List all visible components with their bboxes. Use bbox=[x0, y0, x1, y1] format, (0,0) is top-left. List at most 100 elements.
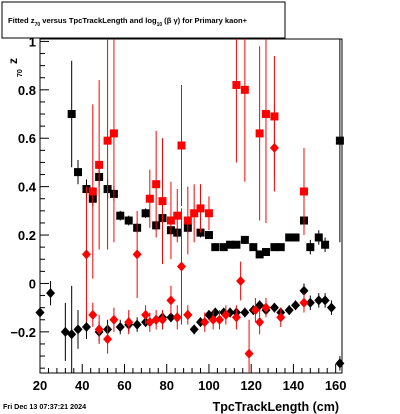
data-point bbox=[226, 240, 235, 249]
plot-frame-layer bbox=[39, 38, 343, 374]
data-point bbox=[46, 288, 56, 299]
y-axis-label: z 70 bbox=[6, 58, 24, 77]
data-point bbox=[141, 309, 151, 320]
y-tick-label: 0.2 bbox=[18, 228, 36, 243]
data-point bbox=[124, 216, 133, 225]
data-point bbox=[73, 324, 83, 335]
title-subscript-1: 70 bbox=[35, 22, 41, 28]
data-point bbox=[255, 129, 264, 138]
data-point bbox=[145, 194, 154, 203]
data-point bbox=[320, 295, 330, 306]
title-subscript-2: 10 bbox=[157, 22, 163, 28]
data-point bbox=[240, 307, 250, 318]
title-frame bbox=[1, 1, 286, 39]
y-tick-label: 0.8 bbox=[18, 83, 36, 98]
y-tick-label: 1 bbox=[29, 34, 36, 49]
y-tick-label: −0.2 bbox=[10, 325, 36, 340]
data-point bbox=[94, 324, 104, 335]
data-point bbox=[176, 261, 186, 272]
x-tick-label: 160 bbox=[325, 378, 347, 393]
data-point bbox=[158, 197, 167, 206]
data-point bbox=[183, 309, 193, 320]
x-tick-label: 20 bbox=[33, 378, 47, 393]
data-point bbox=[270, 243, 279, 252]
series-3 bbox=[81, 104, 309, 373]
data-point bbox=[103, 136, 112, 145]
data-point bbox=[240, 85, 249, 94]
data-point bbox=[326, 302, 336, 313]
data-point bbox=[291, 300, 301, 311]
data-point bbox=[132, 249, 142, 260]
y-tick-label: 0.6 bbox=[18, 131, 36, 146]
data-point bbox=[306, 243, 315, 252]
data-point bbox=[166, 295, 176, 306]
data-point bbox=[151, 314, 161, 325]
data-point bbox=[285, 233, 294, 242]
title-box: Fitted z70 versus TpcTrackLength and log… bbox=[1, 1, 286, 39]
footer-timestamp: Fri Dec 13 07:37:21 2024 bbox=[3, 402, 86, 411]
data-point bbox=[115, 322, 125, 333]
data-point bbox=[95, 160, 104, 169]
data-point bbox=[81, 249, 91, 260]
data-point bbox=[255, 250, 264, 259]
data-point bbox=[215, 314, 225, 325]
data-point bbox=[305, 297, 315, 308]
data-point bbox=[219, 243, 228, 252]
data-point bbox=[249, 243, 258, 252]
y-tick-label: 0.4 bbox=[18, 180, 37, 195]
data-point bbox=[231, 312, 241, 323]
data-point bbox=[276, 312, 286, 323]
data-point bbox=[255, 317, 265, 328]
data-point bbox=[88, 187, 97, 196]
x-axis: 20 40 60 80 100 120 140 160 bbox=[33, 364, 347, 393]
data-point bbox=[152, 180, 161, 189]
data-point bbox=[240, 235, 249, 244]
x-tick-label: 140 bbox=[283, 378, 305, 393]
data-point bbox=[200, 317, 210, 328]
plot-frame bbox=[39, 38, 343, 374]
data-point bbox=[250, 305, 260, 316]
data-point bbox=[67, 329, 77, 340]
data-point bbox=[314, 233, 323, 242]
y-tick-label: 0 bbox=[29, 276, 36, 291]
data-point bbox=[173, 211, 182, 220]
data-point bbox=[261, 247, 270, 256]
data-point bbox=[335, 358, 345, 369]
data-point bbox=[269, 302, 279, 313]
y-axis-label-main: z bbox=[6, 58, 20, 64]
x-tick-label: 120 bbox=[240, 378, 262, 393]
data-point bbox=[109, 129, 118, 138]
plot-area bbox=[35, 39, 345, 373]
data-point bbox=[190, 209, 199, 218]
data-point bbox=[116, 211, 125, 220]
y-axis: −0.2 0 0.2 0.4 0.6 0.8 1 bbox=[10, 34, 49, 369]
data-point bbox=[132, 319, 142, 330]
x-tick-label: 60 bbox=[117, 378, 131, 393]
data-point bbox=[261, 110, 270, 119]
x-tick-label: 40 bbox=[75, 378, 89, 393]
data-point bbox=[299, 285, 309, 296]
data-point bbox=[166, 312, 176, 323]
data-point bbox=[189, 324, 199, 335]
data-point bbox=[157, 314, 167, 325]
data-point bbox=[177, 141, 186, 150]
data-point bbox=[172, 312, 182, 323]
data-point bbox=[109, 314, 119, 325]
data-point bbox=[81, 322, 91, 333]
data-point bbox=[335, 136, 344, 145]
data-point bbox=[244, 348, 254, 359]
data-point bbox=[211, 243, 220, 252]
data-point bbox=[221, 309, 231, 320]
x-axis-label: TpcTrackLength (cm) bbox=[213, 400, 339, 414]
x-tick-label: 80 bbox=[159, 378, 173, 393]
data-point bbox=[141, 209, 150, 218]
data-point bbox=[124, 317, 134, 328]
data-point bbox=[321, 240, 330, 249]
data-point bbox=[232, 240, 241, 249]
data-point bbox=[166, 216, 175, 225]
data-point bbox=[204, 231, 213, 240]
data-point bbox=[314, 295, 324, 306]
data-point bbox=[74, 168, 83, 177]
data-point bbox=[299, 297, 309, 308]
